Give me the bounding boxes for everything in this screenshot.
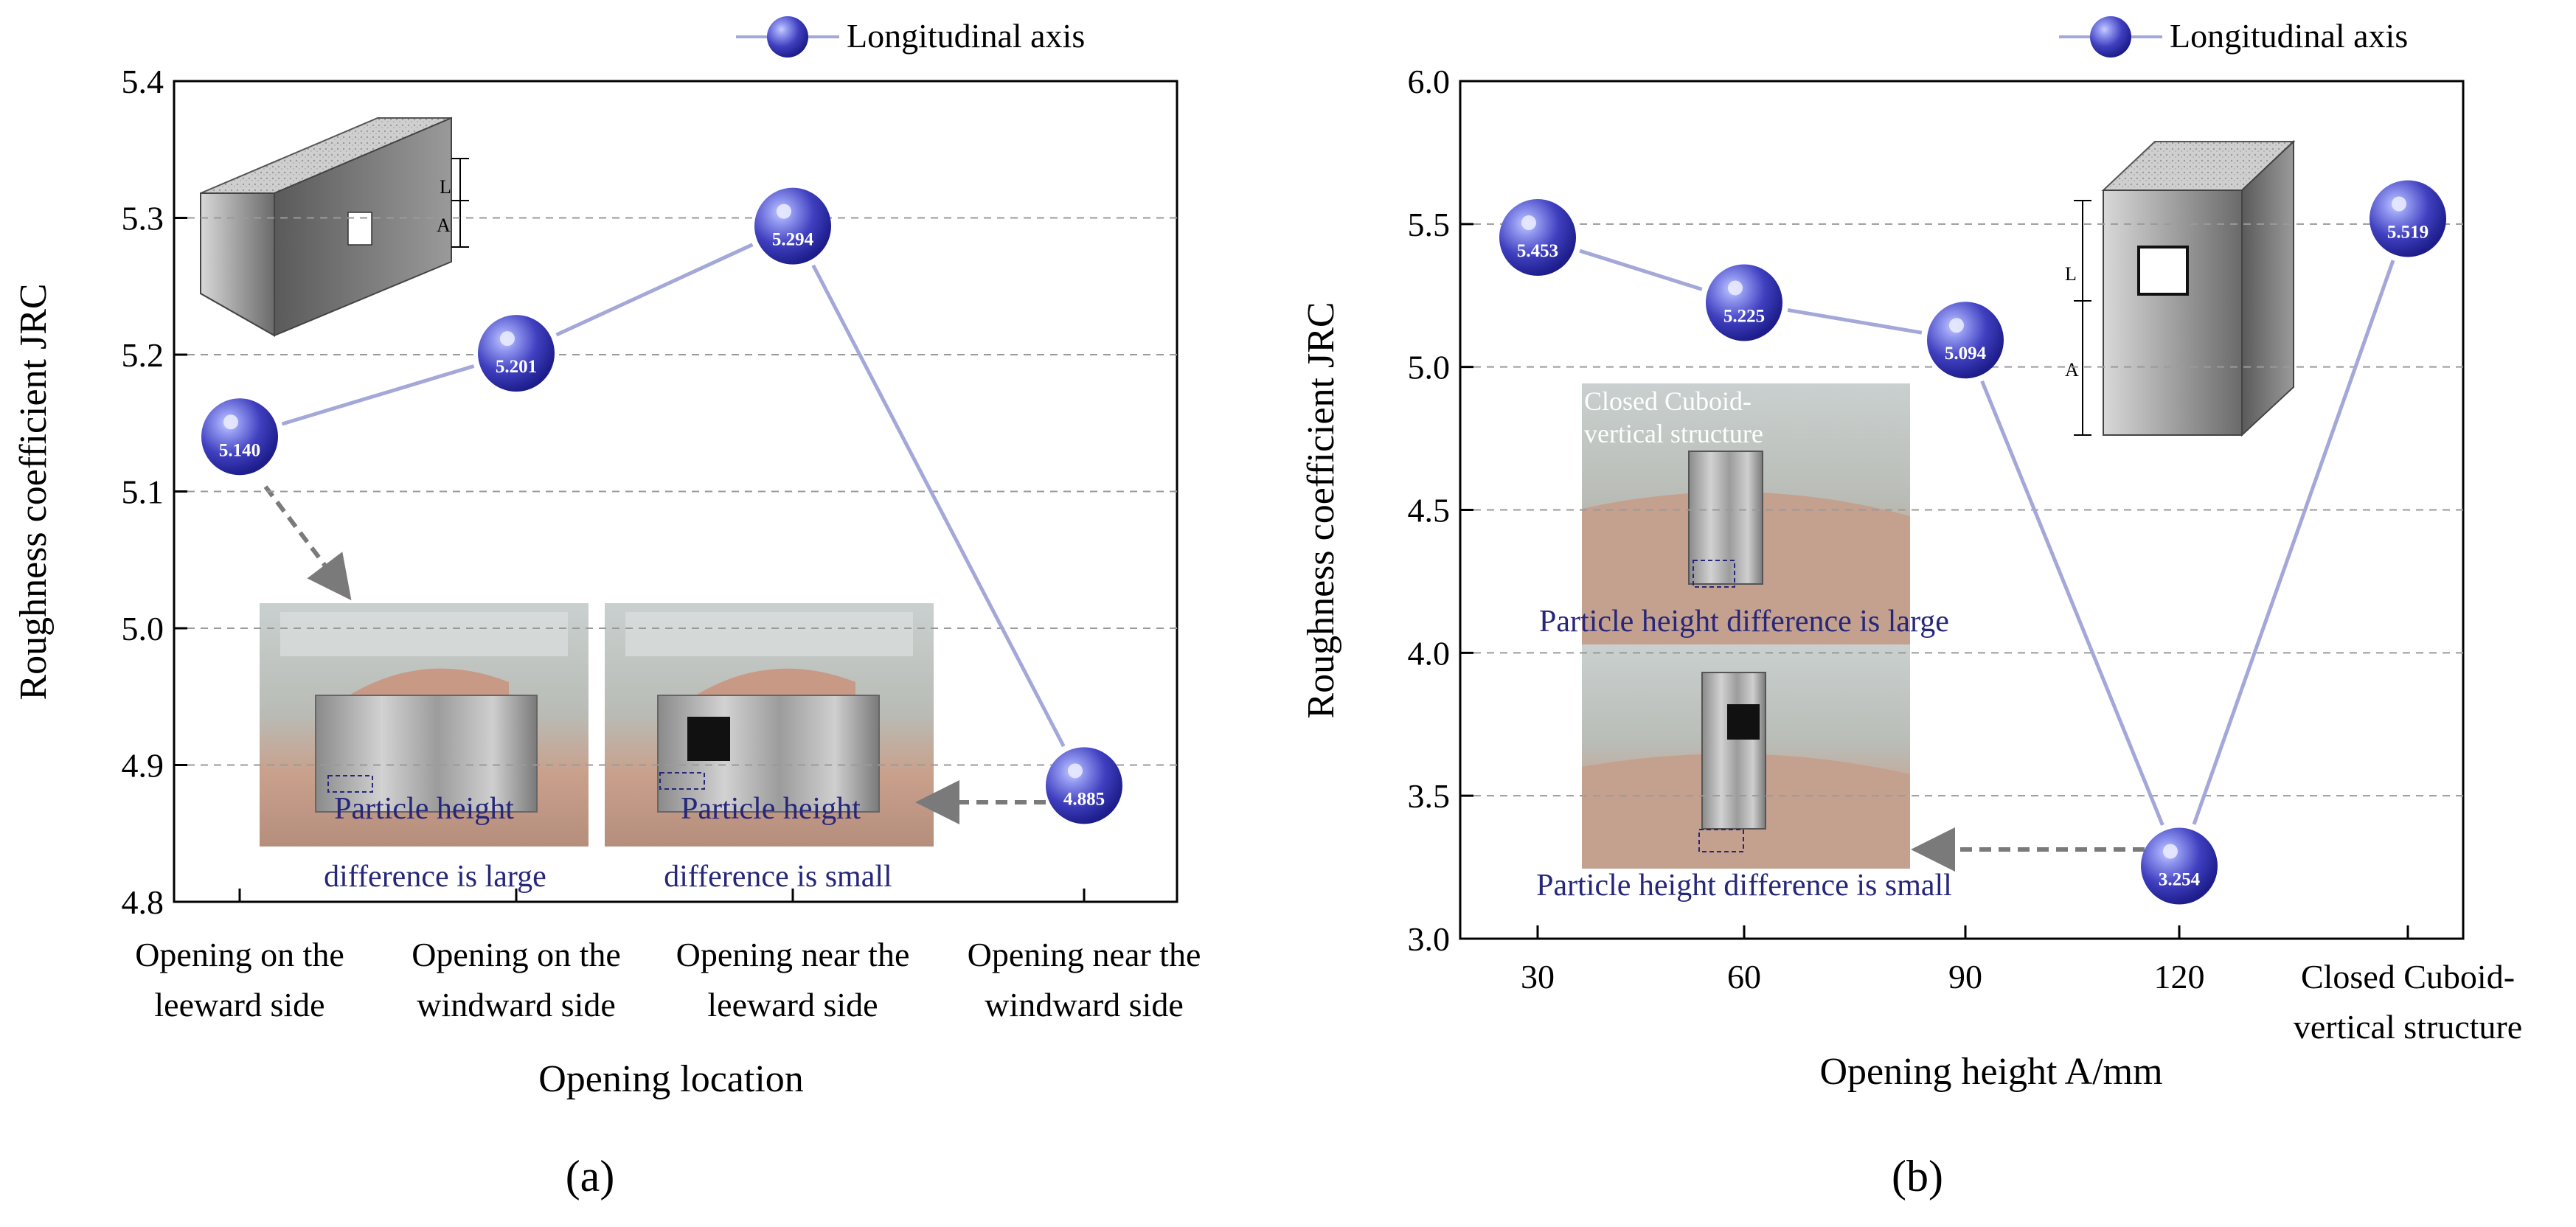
y-tick-label: 5.4 bbox=[122, 63, 164, 100]
data-point-sphere bbox=[1927, 302, 2004, 379]
chart-b-layer: 3.0 3.5 4.0 4.5 5.0 5.5 6.0 30 60 90 120 Closed Cub… bbox=[1408, 63, 2523, 1046]
y-tick-label: 5.1 bbox=[122, 473, 164, 511]
panel-b: Longitudinal axis Roughness coefficient … bbox=[1300, 16, 2465, 1200]
data-point-sphere bbox=[1499, 199, 1576, 277]
data-point-label: 5.225 bbox=[1723, 306, 1765, 326]
x-tick-label: 90 bbox=[1948, 958, 1982, 995]
panel-a: Longitudinal axis Roughness coefficient … bbox=[13, 16, 1178, 1200]
x-tick-label: Opening on the bbox=[135, 936, 344, 973]
data-point-sphere bbox=[201, 398, 278, 476]
diagram-label-a: A bbox=[437, 215, 451, 236]
photo-title-line: Closed Cuboid- bbox=[1584, 386, 1752, 416]
photo-closed-cuboid: Closed Cuboid- vertical structure Partic… bbox=[1539, 383, 1949, 644]
photo-opening-120: Particle height difference is small bbox=[1536, 644, 1952, 903]
x-tick-label: windward side bbox=[985, 986, 1184, 1023]
x-tick-label: Opening near the bbox=[968, 936, 1201, 973]
sphere-highlight bbox=[777, 204, 791, 219]
sphere-highlight bbox=[500, 331, 515, 347]
x-tick-label: Opening on the bbox=[412, 936, 621, 973]
legend-marker bbox=[767, 16, 808, 58]
data-point-sphere bbox=[2370, 180, 2446, 257]
y-tick-label: 5.5 bbox=[1408, 206, 1451, 243]
sphere-highlight bbox=[1728, 280, 1743, 296]
x-tick-label: Closed Cuboid- bbox=[2301, 958, 2515, 995]
legend-marker bbox=[2090, 16, 2131, 58]
data-point-label: 5.094 bbox=[1945, 344, 1987, 364]
diagram-label-l: L bbox=[2065, 263, 2077, 285]
y-tick-label: 4.5 bbox=[1408, 492, 1451, 529]
panel-label-a: (a) bbox=[566, 1152, 615, 1200]
legend: Longitudinal axis bbox=[736, 16, 1085, 58]
x-tick-label: 120 bbox=[2154, 958, 2205, 995]
y-tick-label: 4.8 bbox=[122, 883, 164, 921]
x-axis-title: Opening height A/mm bbox=[1819, 1051, 2162, 1093]
data-point-label: 5.201 bbox=[496, 357, 537, 377]
cuboid-diagram-vertical: L A bbox=[2065, 139, 2296, 437]
y-axis-title: Roughness coefficient JRC bbox=[13, 283, 55, 700]
series-line-segment bbox=[1787, 307, 1923, 335]
series-line-segment bbox=[811, 264, 1066, 748]
series-line-segment bbox=[281, 364, 475, 426]
legend-label: Longitudinal axis bbox=[2170, 17, 2408, 55]
legend-label: Longitudinal axis bbox=[847, 17, 1085, 55]
y-tick-label: 4.0 bbox=[1408, 634, 1451, 672]
photo-caption-line: difference is small bbox=[664, 860, 892, 894]
panel-label-b: (b) bbox=[1892, 1152, 1943, 1200]
y-tick-label: 5.3 bbox=[122, 200, 164, 237]
sphere-highlight bbox=[2163, 844, 2178, 859]
data-point-label: 5.519 bbox=[2387, 222, 2429, 242]
data-point-sphere bbox=[754, 187, 831, 265]
data-point-label: 3.254 bbox=[2159, 870, 2201, 890]
data-point-label: 5.140 bbox=[219, 440, 260, 460]
sphere-highlight bbox=[1068, 763, 1083, 779]
chart-a-layer: 4.8 4.9 5.0 5.1 5.2 5.3 5.4 Opening on the leewa… bbox=[122, 63, 1201, 1023]
y-tick-label: 5.0 bbox=[1408, 349, 1451, 386]
sphere-highlight bbox=[223, 414, 238, 430]
series-line-segment bbox=[1980, 380, 2164, 826]
x-tick-label: 30 bbox=[1521, 958, 1555, 995]
photo-caption-line: difference is large bbox=[324, 860, 546, 894]
series-line-segment bbox=[2192, 260, 2395, 825]
photo-caption-line: Particle height difference is large bbox=[1539, 605, 1949, 639]
photo-caption-line: Particle height difference is small bbox=[1536, 869, 1952, 903]
photo-caption-line: Particle height bbox=[334, 792, 514, 826]
x-tick-label: leeward side bbox=[707, 986, 878, 1023]
diagram-label-a: A bbox=[2065, 359, 2079, 380]
y-axis-title: Roughness coefficient JRC bbox=[1300, 302, 1342, 718]
photo-title-line: vertical structure bbox=[1584, 419, 1763, 448]
y-tick-label: 5.2 bbox=[122, 336, 164, 374]
sphere-highlight bbox=[1521, 215, 1536, 231]
x-tick-label: Opening near the bbox=[676, 936, 910, 973]
x-axis-title: Opening location bbox=[538, 1058, 804, 1100]
series-line-segment bbox=[1579, 248, 1703, 291]
data-point-label: 4.885 bbox=[1063, 789, 1105, 809]
x-tick-label: windward side bbox=[417, 986, 616, 1023]
data-point-label: 5.294 bbox=[772, 230, 814, 250]
data-point-label: 5.453 bbox=[1517, 241, 1558, 261]
sphere-highlight bbox=[2392, 196, 2406, 212]
sphere-highlight bbox=[1949, 318, 1964, 333]
annotation-arrow bbox=[263, 485, 352, 601]
photo-caption-line: Particle height bbox=[681, 792, 861, 826]
y-tick-label: 5.0 bbox=[122, 610, 164, 647]
series-line-segment bbox=[555, 243, 754, 337]
x-tick-label: vertical structure bbox=[2294, 1008, 2522, 1046]
photo-windward-opening: Particle height difference is small bbox=[605, 603, 934, 894]
legend: Longitudinal axis bbox=[2059, 16, 2408, 58]
data-point-sphere bbox=[2141, 827, 2218, 905]
y-tick-label: 3.5 bbox=[1408, 777, 1451, 815]
y-tick-label: 4.9 bbox=[122, 747, 164, 785]
data-point-sphere bbox=[478, 315, 555, 392]
y-tick-label: 3.0 bbox=[1408, 920, 1451, 958]
photo-leeward-opening: Particle height difference is large bbox=[260, 603, 589, 894]
data-point-sphere bbox=[1706, 264, 1782, 341]
data-point-sphere bbox=[1046, 747, 1122, 824]
diagram-label-l: L bbox=[440, 176, 451, 198]
x-tick-label: leeward side bbox=[154, 986, 324, 1023]
y-tick-label: 6.0 bbox=[1408, 63, 1451, 100]
x-tick-label: 60 bbox=[1727, 958, 1761, 995]
cuboid-diagram-horizontal: L A bbox=[200, 117, 469, 337]
